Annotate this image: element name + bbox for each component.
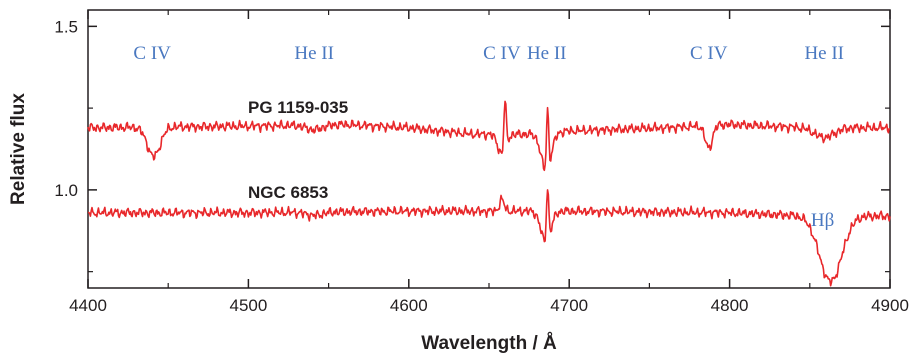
y-tick-label: 1.5 xyxy=(54,17,78,36)
spectrum-line-1 xyxy=(87,189,891,287)
y-tick-label: 1.0 xyxy=(54,181,78,200)
line-label: He II xyxy=(804,43,844,64)
series-label-ngc6853: NGC 6853 xyxy=(248,183,328,202)
line-label: C IV xyxy=(690,43,728,64)
x-axis-title: Wavelength / Å xyxy=(421,333,557,354)
x-tick-label: 4700 xyxy=(550,296,588,315)
x-tick-label: 4500 xyxy=(229,296,267,315)
line-label: C IV xyxy=(483,43,521,64)
y-axis-title: Relative flux xyxy=(8,93,29,205)
line-label: Hβ xyxy=(811,210,834,231)
spectrum-line-0 xyxy=(87,100,891,172)
axis-ticks xyxy=(87,10,891,288)
series-layer xyxy=(87,100,891,287)
tick-labels: 4400 4500 4600 4700 4800 4900 1.0 1.5 xyxy=(54,17,909,315)
x-tick-label: 4900 xyxy=(871,296,909,315)
series-label-pg1159: PG 1159-035 xyxy=(248,98,348,117)
line-label: C IV xyxy=(133,43,171,64)
x-tick-label: 4400 xyxy=(69,296,107,315)
x-tick-label: 4600 xyxy=(390,296,428,315)
annotation-layer: C IV He II C IV He II C IV He II Hβ xyxy=(133,43,844,231)
line-label: He II xyxy=(527,43,567,64)
x-tick-label: 4800 xyxy=(711,296,749,315)
line-label: He II xyxy=(294,43,334,64)
